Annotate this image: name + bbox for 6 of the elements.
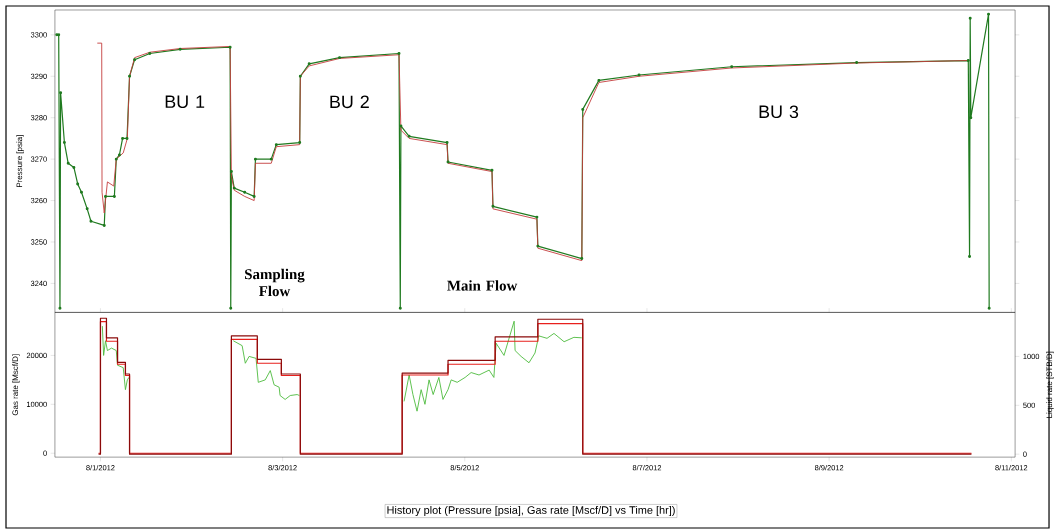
annotation: BU 3 bbox=[759, 105, 799, 119]
annotation: Sampling Flow bbox=[245, 268, 305, 297]
text: History plot (Pressure [psia], Gas rate [Mscf/D] vs Time [hr]) bbox=[387, 505, 675, 517]
annotation: Main Flow bbox=[447, 280, 518, 291]
annotation: BU 1 bbox=[165, 95, 205, 109]
annotation: BU 2 bbox=[330, 95, 369, 109]
